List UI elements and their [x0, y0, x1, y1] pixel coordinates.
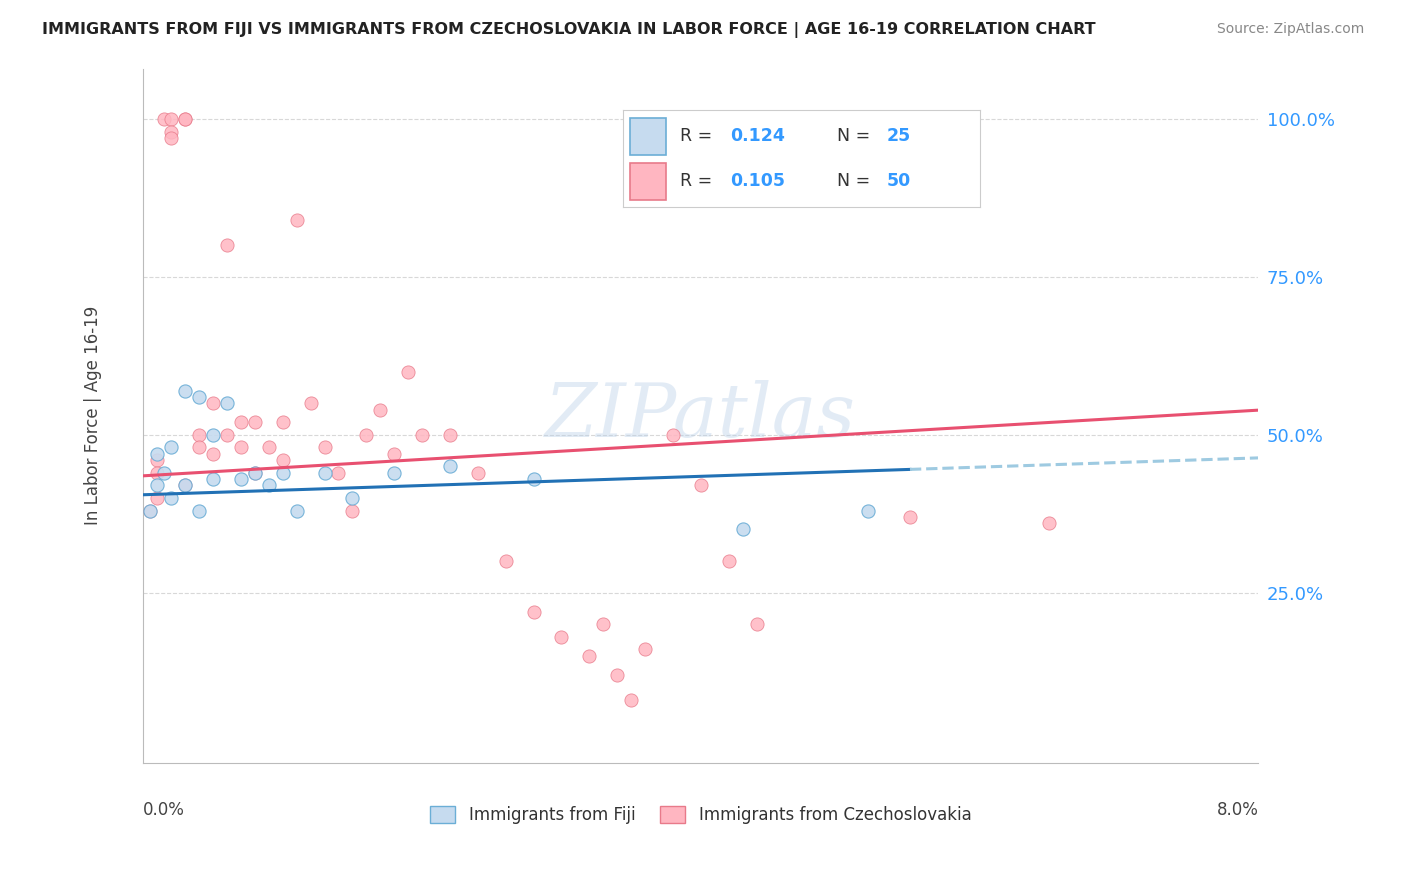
- Point: [146, 478, 169, 492]
- Point: [578, 648, 600, 663]
- Point: [271, 415, 294, 429]
- Point: [382, 447, 405, 461]
- Point: [188, 441, 211, 455]
- Point: [139, 503, 162, 517]
- Point: [146, 447, 169, 461]
- Point: [299, 396, 322, 410]
- Legend: Immigrants from Fiji, Immigrants from Czechoslovakia: Immigrants from Fiji, Immigrants from Cz…: [430, 806, 972, 824]
- Point: [243, 415, 266, 429]
- Point: [717, 554, 740, 568]
- Point: [523, 472, 546, 486]
- Point: [146, 491, 169, 505]
- Point: [396, 365, 419, 379]
- Point: [160, 125, 183, 139]
- Point: [328, 466, 350, 480]
- Point: [898, 509, 921, 524]
- Point: [606, 667, 628, 681]
- Point: [202, 427, 225, 442]
- Point: [174, 112, 197, 126]
- Point: [285, 213, 308, 227]
- Point: [160, 112, 183, 126]
- Point: [257, 478, 280, 492]
- Point: [174, 384, 197, 398]
- Point: [271, 453, 294, 467]
- Text: Source: ZipAtlas.com: Source: ZipAtlas.com: [1216, 22, 1364, 37]
- Point: [495, 554, 517, 568]
- Point: [620, 693, 643, 707]
- Point: [202, 447, 225, 461]
- Point: [662, 427, 685, 442]
- Point: [523, 605, 546, 619]
- Point: [215, 427, 238, 442]
- Point: [356, 427, 378, 442]
- Point: [634, 642, 657, 657]
- Point: [229, 415, 252, 429]
- Point: [188, 390, 211, 404]
- Point: [146, 466, 169, 480]
- Point: [550, 630, 572, 644]
- Point: [174, 478, 197, 492]
- Point: [592, 617, 614, 632]
- Point: [285, 503, 308, 517]
- Point: [382, 466, 405, 480]
- Point: [342, 491, 364, 505]
- Point: [368, 402, 391, 417]
- Point: [1038, 516, 1060, 531]
- Point: [314, 441, 336, 455]
- Text: ZIPatlas: ZIPatlas: [546, 380, 856, 452]
- Point: [153, 466, 176, 480]
- Point: [202, 396, 225, 410]
- Point: [188, 503, 211, 517]
- Point: [257, 441, 280, 455]
- Point: [731, 523, 754, 537]
- Point: [215, 238, 238, 252]
- Point: [271, 466, 294, 480]
- Point: [243, 466, 266, 480]
- Point: [314, 466, 336, 480]
- Point: [139, 503, 162, 517]
- Point: [411, 427, 433, 442]
- Text: 0.0%: 0.0%: [143, 801, 186, 820]
- Point: [160, 131, 183, 145]
- Point: [745, 617, 768, 632]
- Point: [188, 427, 211, 442]
- Point: [215, 396, 238, 410]
- Point: [229, 472, 252, 486]
- Point: [689, 478, 711, 492]
- Point: [160, 491, 183, 505]
- Point: [342, 503, 364, 517]
- Point: [174, 112, 197, 126]
- Point: [439, 427, 461, 442]
- Point: [174, 478, 197, 492]
- Point: [439, 459, 461, 474]
- Point: [153, 112, 176, 126]
- Point: [202, 472, 225, 486]
- Point: [243, 466, 266, 480]
- Point: [229, 441, 252, 455]
- Text: In Labor Force | Age 16-19: In Labor Force | Age 16-19: [84, 306, 103, 525]
- Text: IMMIGRANTS FROM FIJI VS IMMIGRANTS FROM CZECHOSLOVAKIA IN LABOR FORCE | AGE 16-1: IMMIGRANTS FROM FIJI VS IMMIGRANTS FROM …: [42, 22, 1095, 38]
- Point: [160, 441, 183, 455]
- Point: [467, 466, 489, 480]
- Point: [146, 453, 169, 467]
- Text: 8.0%: 8.0%: [1216, 801, 1258, 820]
- Point: [856, 503, 879, 517]
